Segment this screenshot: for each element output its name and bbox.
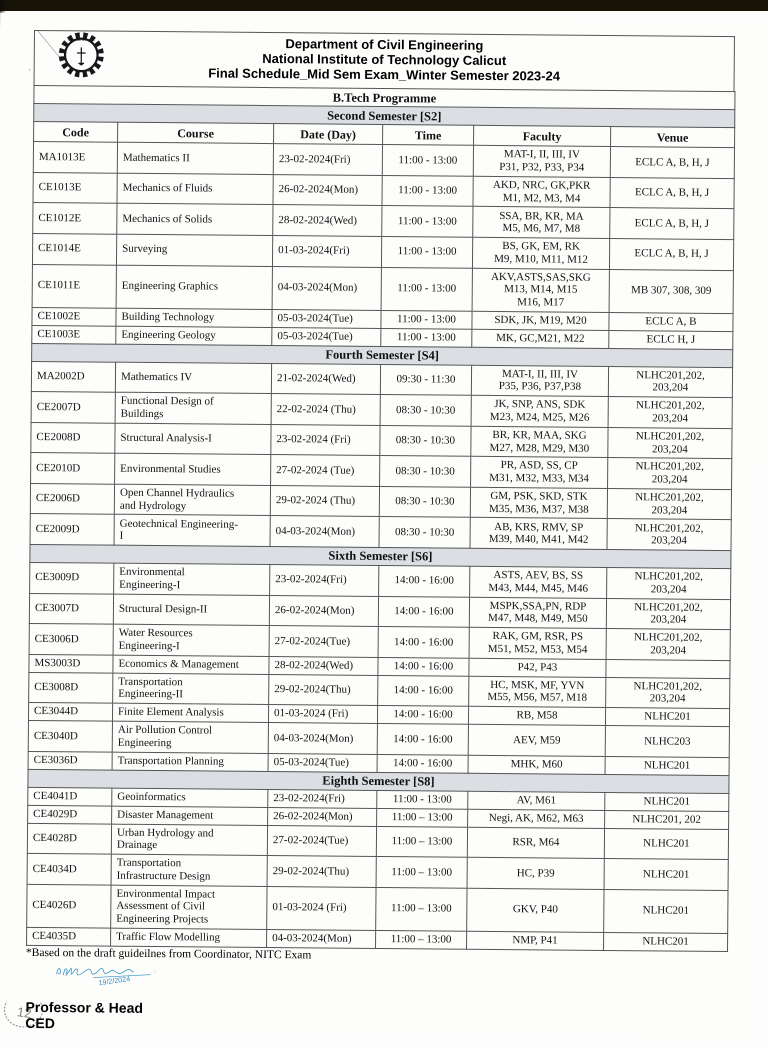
svg-text:NATIONAL INSTITUTE: NATIONAL INSTITUTE	[68, 38, 95, 41]
svg-text:12: 12	[16, 1004, 33, 1021]
svg-text:OF TECHNOLOGY: OF TECHNOLOGY	[70, 69, 92, 72]
svg-text::.: :.	[153, 968, 156, 973]
